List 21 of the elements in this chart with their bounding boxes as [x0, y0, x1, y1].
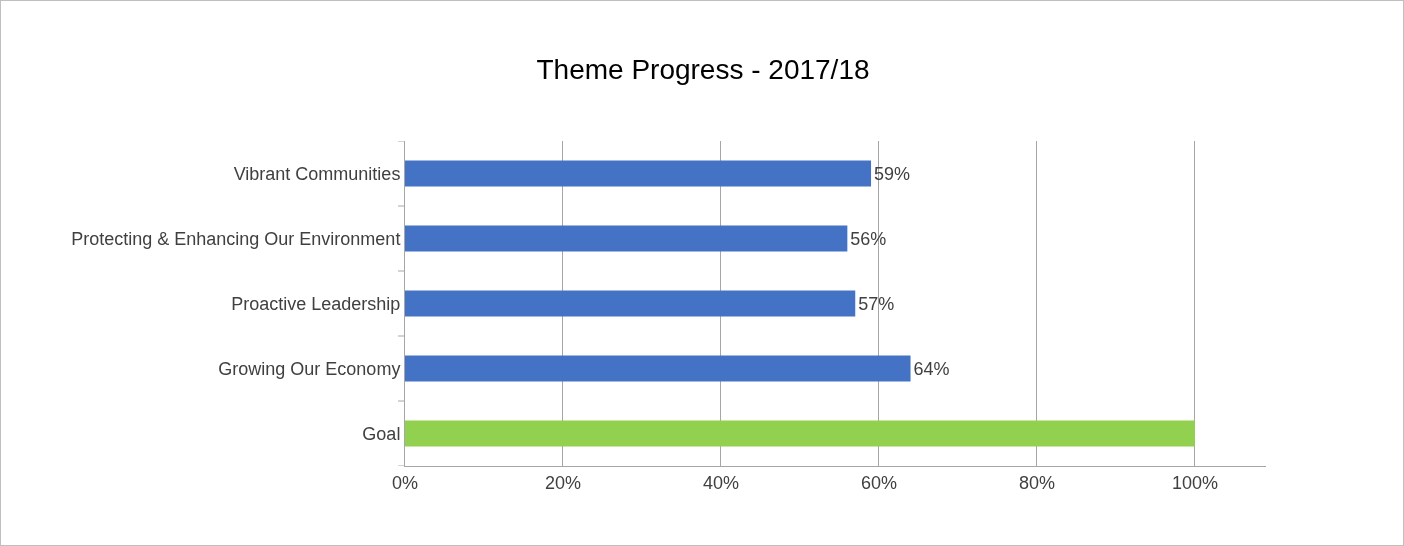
x-tick-label: 20% [544, 472, 581, 493]
y-tick-label: Growing Our Economy [218, 358, 401, 379]
data-label: 59% [874, 163, 911, 184]
x-tick-label: 60% [860, 472, 897, 493]
y-tick-label: Proactive Leadership [231, 293, 401, 314]
bar [405, 160, 872, 187]
bar [405, 355, 911, 382]
x-tick-label: 80% [1018, 472, 1055, 493]
y-tick-label: Goal [362, 423, 401, 444]
x-tick-label: 40% [702, 472, 739, 493]
data-label: 57% [858, 293, 895, 314]
bar [405, 225, 848, 252]
data-label: 56% [850, 228, 887, 249]
bar [405, 420, 1195, 447]
x-tick-label: 100% [1171, 472, 1218, 493]
x-tick-label: 0% [391, 472, 419, 493]
y-tick-label: Vibrant Communities [233, 163, 401, 184]
data-label: 64% [913, 358, 950, 379]
chart-title: Theme Progress - 2017/18 [536, 54, 870, 86]
bar [405, 290, 856, 317]
y-tick-label: Protecting & Enhancing Our Environment [71, 228, 401, 249]
